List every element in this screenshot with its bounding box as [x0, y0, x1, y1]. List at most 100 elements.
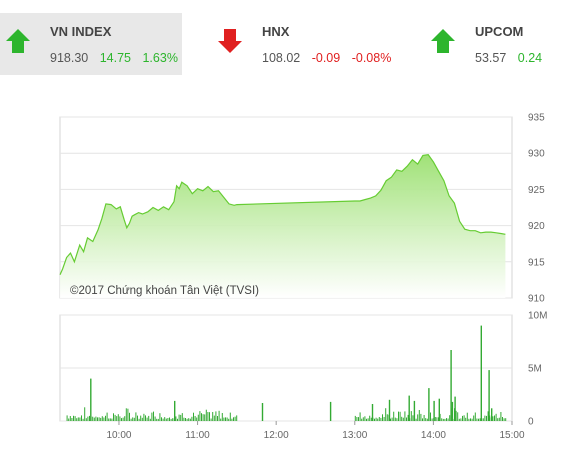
ticker-values: 53.57 0.24 [475, 51, 550, 65]
volume-bar [159, 413, 161, 421]
volume-bar [502, 417, 503, 421]
volume-bar [116, 416, 118, 421]
ticker-value: 53.57 [475, 51, 507, 65]
volume-bar [156, 418, 158, 421]
ticker-values: 918.30 14.75 1.63% [50, 51, 182, 65]
volume-bar [125, 408, 127, 421]
volume-bar [111, 418, 113, 421]
volume-bar [431, 418, 433, 421]
volume-bar [234, 416, 236, 421]
volume-bar [439, 413, 441, 421]
volume-bar [121, 418, 122, 421]
volume-bar [133, 417, 135, 421]
volume-bar [93, 417, 95, 421]
volume-bar [479, 418, 481, 421]
volume-bar [109, 418, 111, 421]
volume-bar [69, 416, 71, 421]
volume-bar [451, 401, 454, 421]
x-tick-label: 10:00 [106, 430, 131, 441]
volume-bar [98, 417, 100, 421]
volume-bar [84, 407, 86, 421]
volume-bar [164, 417, 166, 421]
volume-bar [425, 418, 427, 421]
volume-y-tick-label: 10M [528, 311, 547, 322]
volume-bar [90, 378, 92, 421]
ticker-values: 108.02 -0.09 -0.08% [262, 51, 398, 65]
volume-bar [480, 325, 482, 421]
volume-bar [374, 418, 375, 421]
volume-bar [441, 418, 443, 421]
volume-bar [181, 413, 183, 421]
price-y-tick-label: 915 [528, 257, 545, 268]
x-tick-label: 13:00 [342, 430, 367, 441]
up-arrow-icon [6, 29, 30, 53]
volume-bar [396, 418, 398, 421]
price-y-tick-label: 930 [528, 149, 545, 160]
volume-bar [183, 417, 185, 421]
up-arrow-icon [431, 29, 455, 53]
volume-bar [143, 413, 145, 421]
volume-bar [106, 412, 108, 421]
price-y-tick-label: 925 [528, 185, 545, 196]
ticker-value: 918.30 [50, 51, 89, 65]
volume-bar [484, 415, 486, 421]
x-tick-label: 15:00 [499, 430, 524, 441]
volume-bar [417, 414, 419, 421]
volume-y-tick-label: 5M [528, 364, 542, 375]
volume-bar [209, 412, 210, 421]
volume-bar [210, 418, 212, 421]
volume-bar [189, 418, 191, 421]
volume-bar [468, 418, 470, 421]
volume-bar [415, 418, 417, 421]
ticker-percent: 1.63% [142, 51, 178, 65]
price-area [60, 154, 506, 298]
volume-bar [119, 416, 121, 421]
volume-bar [145, 415, 146, 421]
volume-bar [497, 418, 499, 421]
volume-bar [454, 396, 456, 421]
volume-bar [153, 411, 154, 421]
volume-bar [380, 417, 382, 421]
ticker-name: HNX [262, 24, 290, 39]
volume-bar [213, 415, 215, 421]
volume-bar [130, 418, 132, 421]
volume-bar [217, 416, 218, 421]
volume-bar [196, 417, 198, 421]
volume-bar [105, 415, 106, 421]
index-ticker-bar: VN INDEX 918.30 14.75 1.63% HNX 108.02 -… [0, 0, 563, 75]
volume-bar [124, 416, 126, 421]
volume-panel: 10M 5M 0 [59, 311, 547, 428]
ticker-hnx[interactable]: HNX 108.02 -0.09 -0.08% [212, 13, 398, 75]
volume-bar [129, 412, 130, 421]
volume-bar [201, 413, 202, 421]
volume-bar [261, 403, 264, 421]
volume-bar [356, 417, 358, 421]
volume-bar [204, 414, 206, 421]
volume-bar [471, 418, 473, 421]
volume-bar [172, 418, 174, 421]
volume-bar [85, 418, 87, 421]
volume-bar [494, 415, 495, 421]
ticker-percent: -0.08% [351, 51, 392, 65]
volume-bar [359, 412, 361, 421]
ticker-name: VN INDEX [50, 24, 112, 39]
volume-bar [478, 418, 479, 421]
copyright-label: ©2017 Chứng khoán Tân Việt (TVSI) [70, 285, 259, 297]
volume-bar [231, 418, 233, 421]
ticker-vn-index[interactable]: VN INDEX 918.30 14.75 1.63% [0, 13, 182, 75]
ticker-upcom[interactable]: UPCOM 53.57 0.24 [425, 13, 563, 75]
volume-bar [76, 418, 78, 421]
volume-bar [157, 418, 159, 421]
ticker-change: 0.24 [517, 51, 543, 65]
volume-bar [193, 412, 194, 421]
volume-bar [197, 414, 199, 421]
ticker-value: 108.02 [262, 51, 301, 65]
volume-bar [122, 417, 124, 421]
price-y-axis: 935 930 925 920 915 910 [528, 113, 545, 305]
volume-bar [74, 416, 76, 421]
volume-bar [87, 416, 89, 421]
volume-bar [137, 415, 138, 421]
volume-bar [438, 398, 440, 421]
volume-bar [408, 395, 410, 421]
volume-bar [402, 417, 404, 421]
